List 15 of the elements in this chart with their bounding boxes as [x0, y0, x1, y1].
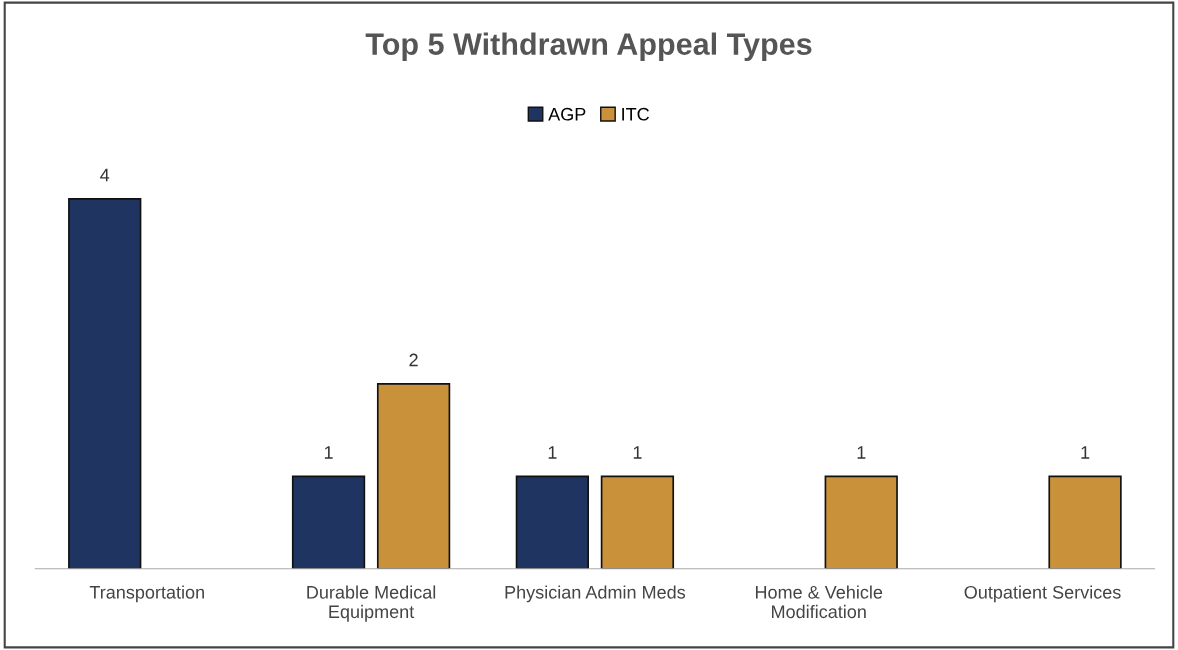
- data-label: 1: [1081, 446, 1090, 459]
- x-tick-label: Transportation: [89, 585, 204, 603]
- x-tick-label: Home & Vehicle Modification: [755, 585, 883, 619]
- data-label: 1: [548, 446, 557, 459]
- data-label: 4: [100, 168, 110, 182]
- chart-title: Top 5 Withdrawn Appeal Types: [365, 32, 812, 61]
- x-tick-label: Durable Medical Equipment: [307, 585, 436, 622]
- x-tick-label: Outpatient Services: [964, 585, 1121, 603]
- legend-label: AGP: [548, 107, 586, 121]
- data-label: 1: [633, 446, 642, 459]
- data-label: 2: [409, 353, 418, 367]
- data-label: 1: [324, 446, 333, 459]
- x-tick-label: Physician Admin Meds: [505, 585, 686, 603]
- legend-label: ITC: [622, 107, 649, 121]
- data-label: 1: [857, 446, 866, 459]
